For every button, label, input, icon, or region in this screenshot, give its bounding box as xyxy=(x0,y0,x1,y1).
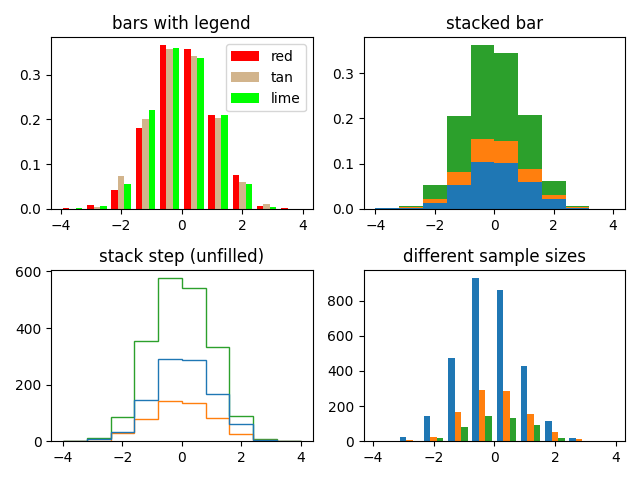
Bar xyxy=(184,49,191,209)
Bar xyxy=(518,169,542,182)
Bar xyxy=(399,206,423,207)
Bar xyxy=(479,390,485,441)
Bar xyxy=(518,182,542,209)
Bar xyxy=(87,205,93,209)
Bar xyxy=(566,208,589,209)
Bar xyxy=(93,206,100,209)
Bar xyxy=(558,438,564,441)
Title: different sample sizes: different sample sizes xyxy=(403,248,586,265)
Bar xyxy=(503,391,509,441)
Bar xyxy=(423,204,447,209)
Bar xyxy=(542,199,566,209)
Bar xyxy=(494,53,518,141)
Bar xyxy=(124,184,131,209)
Bar xyxy=(542,181,566,195)
Bar xyxy=(521,366,527,441)
Bar xyxy=(447,172,470,185)
Bar xyxy=(485,416,492,441)
Bar xyxy=(570,438,576,441)
Bar xyxy=(424,417,431,441)
Bar xyxy=(545,421,552,441)
Bar xyxy=(209,115,215,209)
Bar xyxy=(239,182,246,209)
Bar xyxy=(448,358,454,441)
Bar xyxy=(447,185,470,209)
Bar xyxy=(423,185,447,199)
Bar xyxy=(406,440,413,441)
Bar xyxy=(509,418,516,441)
Bar xyxy=(470,46,494,139)
Bar xyxy=(233,175,239,209)
Bar xyxy=(461,427,468,441)
Bar xyxy=(494,163,518,209)
Bar xyxy=(111,190,118,209)
Title: stacked bar: stacked bar xyxy=(445,15,543,33)
Bar xyxy=(400,437,406,441)
Bar xyxy=(257,206,264,209)
Title: bars with legend: bars with legend xyxy=(113,15,251,33)
Bar xyxy=(399,208,423,209)
Bar xyxy=(542,195,566,199)
Bar xyxy=(423,199,447,204)
Bar xyxy=(246,184,252,209)
Bar xyxy=(454,411,461,441)
Bar xyxy=(494,141,518,163)
Bar xyxy=(552,432,558,441)
Bar xyxy=(173,48,179,209)
Bar xyxy=(100,206,107,209)
Bar xyxy=(215,118,221,209)
Bar xyxy=(472,278,479,441)
Bar xyxy=(497,289,503,441)
Bar xyxy=(136,128,142,209)
Bar xyxy=(118,176,124,209)
Title: stack step (unfilled): stack step (unfilled) xyxy=(99,248,264,265)
Bar xyxy=(470,139,494,162)
Bar xyxy=(576,439,582,441)
Bar xyxy=(148,110,155,209)
Bar xyxy=(281,208,288,209)
Bar xyxy=(221,116,228,209)
Bar xyxy=(527,414,534,441)
Bar xyxy=(142,120,148,209)
Bar xyxy=(166,49,173,209)
Bar xyxy=(518,115,542,169)
Bar xyxy=(264,204,270,209)
Bar xyxy=(270,206,276,209)
Legend: red, tan, lime: red, tan, lime xyxy=(226,44,305,111)
Bar xyxy=(566,206,589,207)
Bar xyxy=(470,162,494,209)
Bar xyxy=(431,437,437,441)
Bar xyxy=(534,425,540,441)
Bar xyxy=(191,56,197,209)
Bar xyxy=(437,438,444,441)
Bar xyxy=(197,58,204,209)
Bar xyxy=(160,46,166,209)
Bar xyxy=(566,207,589,208)
Bar xyxy=(447,116,470,172)
Bar xyxy=(63,208,70,209)
